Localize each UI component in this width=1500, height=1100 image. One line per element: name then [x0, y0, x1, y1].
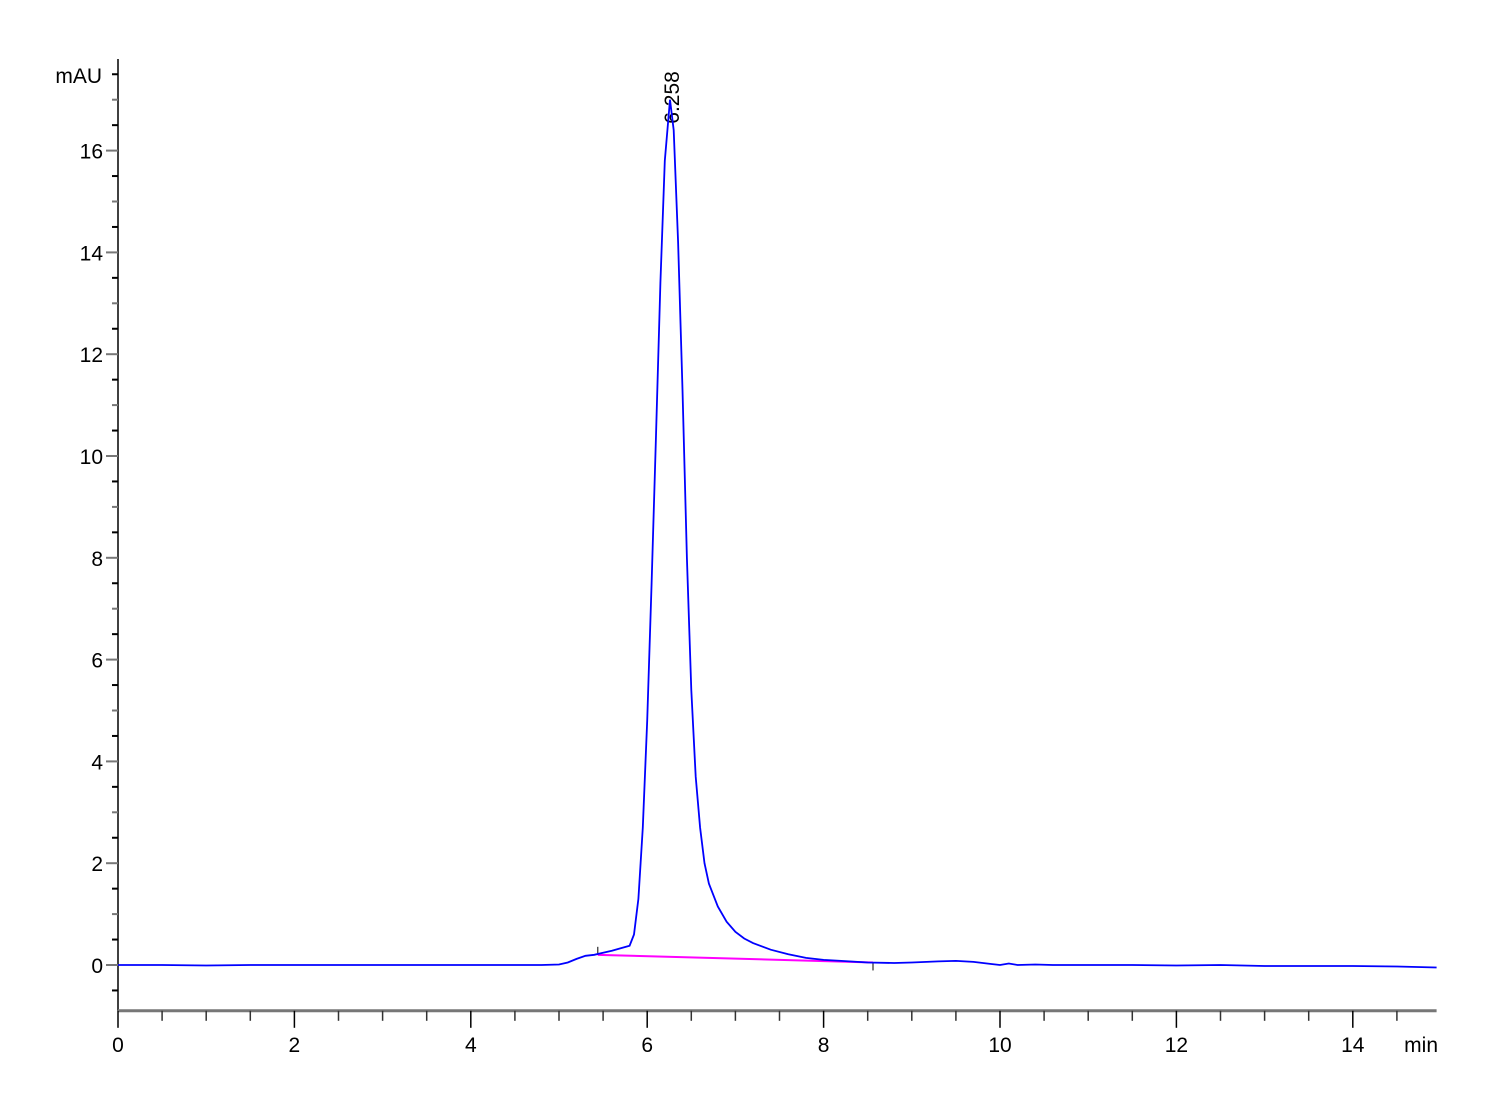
axes — [117, 58, 1437, 1013]
x-tick-label: 12 — [1165, 1034, 1188, 1057]
x-tick-label: 6 — [641, 1034, 653, 1057]
ticks: 0 2 4 6 8 10 12 14 0 2 4 6 8 10 12 14 16 6.258 — [80, 71, 1398, 1057]
y-tick-label: 6 — [91, 650, 103, 673]
x-tick-label: 14 — [1341, 1034, 1365, 1057]
y-tick-label: 8 — [91, 548, 103, 571]
y-tick-label: 0 — [91, 955, 103, 978]
integration-baseline — [597, 953, 874, 964]
y-tick-label: 12 — [80, 344, 103, 367]
x-axis-label: min — [1404, 1034, 1438, 1057]
y-axis-label: mAU — [55, 65, 102, 88]
y-tick-label: 4 — [91, 751, 103, 774]
peak-label: 6.258 — [661, 71, 684, 124]
x-tick-label: 8 — [818, 1034, 830, 1057]
x-tick-label: 4 — [465, 1034, 477, 1057]
y-tick-label: 14 — [80, 242, 104, 265]
signal-trace — [118, 99, 1437, 969]
x-tick-label: 2 — [289, 1034, 301, 1057]
x-tick-label: 10 — [988, 1034, 1011, 1057]
y-tick-label: 10 — [80, 446, 103, 469]
x-tick-label: 0 — [112, 1034, 124, 1057]
y-tick-label: 2 — [91, 853, 103, 876]
y-tick-label: 16 — [80, 141, 103, 164]
